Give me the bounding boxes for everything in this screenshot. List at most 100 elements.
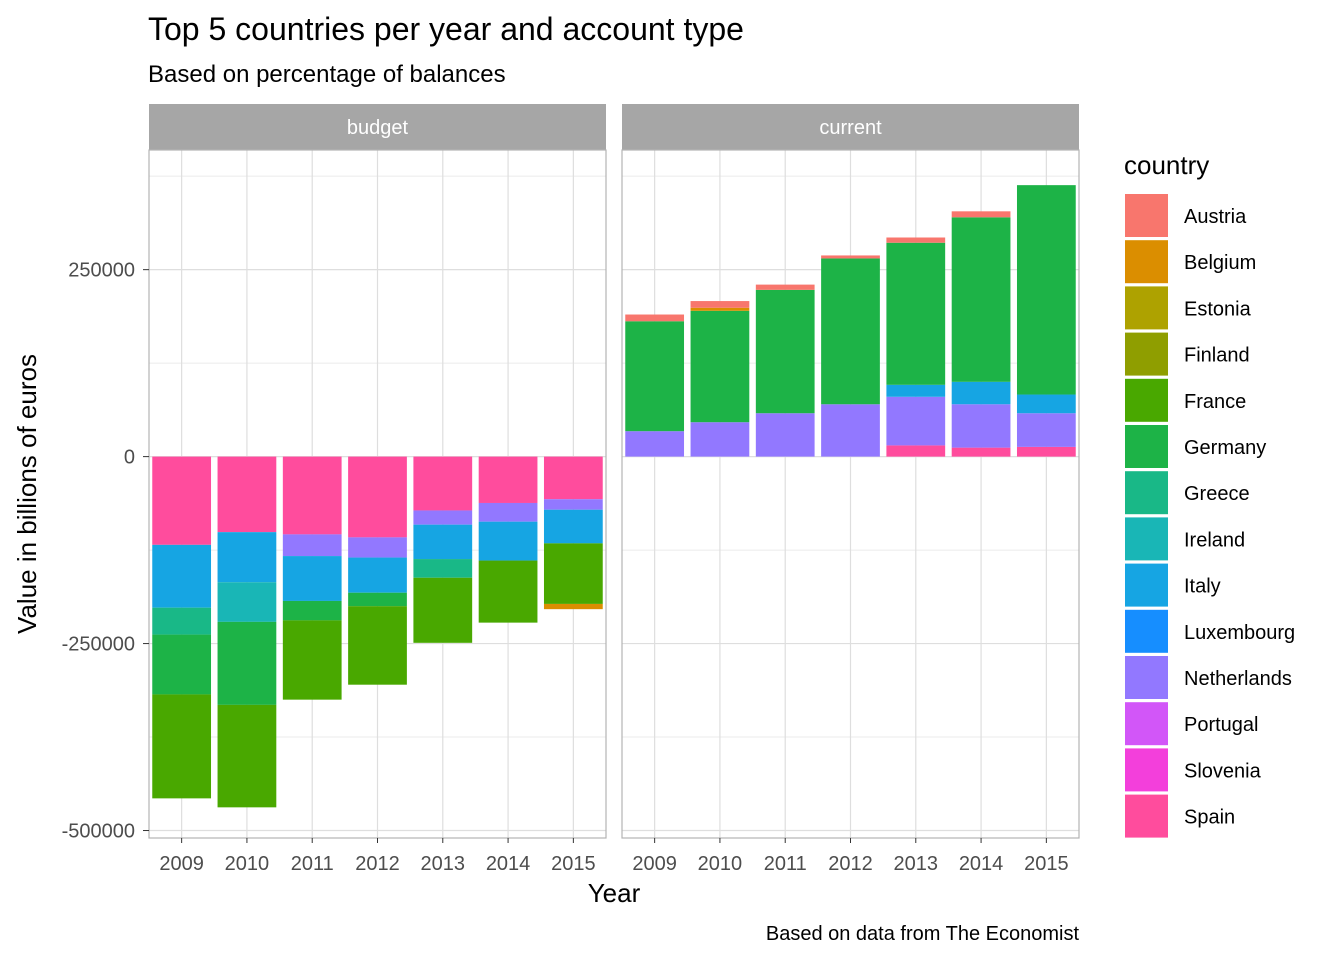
bar-segment-greece-2013 bbox=[413, 559, 473, 578]
bar-segment-italy-2013 bbox=[413, 524, 473, 560]
bar-segment-italy-2015 bbox=[1016, 394, 1076, 414]
chart-title: Top 5 countries per year and account typ… bbox=[148, 11, 744, 47]
bar-segment-ireland-2010 bbox=[217, 582, 277, 622]
legend-label: Belgium bbox=[1184, 252, 1256, 274]
x-tick-label: 2012 bbox=[355, 853, 400, 875]
legend-swatch bbox=[1125, 286, 1168, 330]
x-axis-title: Year bbox=[588, 878, 641, 908]
legend-swatch bbox=[1125, 240, 1168, 284]
legend-swatch bbox=[1125, 656, 1168, 699]
bar-segment-austria-2012 bbox=[821, 255, 880, 259]
bar-segment-spain-2014 bbox=[951, 447, 1011, 457]
bar-segment-italy-2013 bbox=[886, 384, 946, 397]
x-tick-label: 2015 bbox=[1024, 853, 1069, 875]
strip-label: budget bbox=[347, 117, 409, 139]
legend-label: Finland bbox=[1184, 345, 1250, 367]
legend-swatch bbox=[1125, 563, 1168, 607]
strip-label: current bbox=[819, 117, 882, 139]
bar-segment-germany-2010 bbox=[690, 310, 750, 423]
legend-item-estonia: Estonia bbox=[1125, 286, 1252, 330]
bar-segment-germany-2015 bbox=[1016, 185, 1076, 395]
legend-swatch bbox=[1125, 378, 1168, 422]
bar-segment-austria-2014 bbox=[951, 211, 1011, 218]
legend-item-france: France bbox=[1125, 378, 1246, 422]
chart-subtitle: Based on percentage of balances bbox=[148, 61, 506, 88]
bar-segment-austria-2010 bbox=[690, 301, 750, 308]
legend-label: Greece bbox=[1184, 483, 1250, 505]
bar-segment-france-2014 bbox=[478, 560, 538, 623]
bar-segment-italy-2009 bbox=[152, 544, 212, 608]
bar-segment-austria-2011 bbox=[755, 284, 815, 290]
bar-segment-france-2015 bbox=[543, 543, 603, 604]
bar-segment-netherlands-2012 bbox=[348, 537, 407, 558]
strip-current bbox=[622, 104, 1079, 150]
bar-segment-germany-2011 bbox=[755, 289, 815, 414]
x-tick-label: 2009 bbox=[159, 853, 204, 875]
y-tick-label: 0 bbox=[124, 447, 135, 469]
bar-segment-spain-2012 bbox=[348, 456, 407, 538]
legend-label: Ireland bbox=[1184, 529, 1245, 551]
legend-label: Austria bbox=[1184, 206, 1247, 228]
bar-segment-germany-2011 bbox=[282, 600, 342, 621]
legend-swatch bbox=[1125, 609, 1168, 653]
bar-segment-italy-2010 bbox=[217, 532, 277, 583]
bar-segment-italy-2011 bbox=[282, 556, 342, 601]
x-tick-label: 2014 bbox=[486, 853, 531, 875]
bar-segment-italy-2012 bbox=[348, 557, 407, 593]
bar-segment-belgium-2010 bbox=[690, 307, 750, 311]
y-axis-ticks: -500000 -250000 0 250000 bbox=[62, 260, 149, 843]
bar-segment-netherlands-2009 bbox=[625, 431, 685, 457]
legend-label: Netherlands bbox=[1184, 668, 1292, 690]
x-tick-label: 2013 bbox=[421, 853, 466, 875]
bar-segment-france-2009 bbox=[152, 694, 212, 799]
bar-segment-spain-2015 bbox=[543, 456, 603, 500]
legend-label: Slovenia bbox=[1184, 760, 1262, 782]
bar-segment-germany-2013 bbox=[886, 242, 946, 385]
legend-item-slovenia: Slovenia bbox=[1125, 748, 1262, 792]
bar-segment-france-2011 bbox=[282, 620, 342, 700]
bar-segment-netherlands-2013 bbox=[413, 510, 473, 525]
bar-segment-germany-2014 bbox=[951, 217, 1011, 382]
legend-swatch bbox=[1125, 194, 1168, 237]
bar-segment-netherlands-2015 bbox=[543, 499, 603, 510]
bar-segment-netherlands-2012 bbox=[821, 404, 880, 457]
y-tick-label: 250000 bbox=[68, 260, 135, 282]
bar-segment-netherlands-2013 bbox=[886, 396, 946, 446]
bar-segment-spain-2011 bbox=[282, 456, 342, 535]
y-tick-label: -250000 bbox=[62, 634, 135, 656]
legend-swatch bbox=[1125, 332, 1168, 376]
bar-segment-netherlands-2014 bbox=[478, 502, 538, 522]
bar-segment-spain-2014 bbox=[478, 456, 538, 503]
panel-current: current 2009 2010 2011 2012 2013 2014 2015 bbox=[621, 104, 1080, 875]
bar-segment-germany-2012 bbox=[821, 258, 880, 405]
x-tick-label: 2014 bbox=[959, 853, 1004, 875]
x-tick-label: 2013 bbox=[894, 853, 939, 875]
legend-swatch bbox=[1125, 517, 1168, 561]
bar-segment-austria-2013 bbox=[886, 237, 946, 243]
bar-segment-spain-2009 bbox=[152, 456, 212, 545]
legend-item-portugal: Portugal bbox=[1125, 702, 1259, 746]
legend-item-austria: Austria bbox=[1125, 194, 1247, 237]
legend-item-italy: Italy bbox=[1125, 563, 1221, 607]
bar-segment-netherlands-2015 bbox=[1016, 413, 1076, 447]
y-axis-title: Value in billions of euros bbox=[12, 354, 42, 634]
y-tick-label: -500000 bbox=[62, 821, 135, 843]
legend-title: country bbox=[1124, 150, 1209, 180]
bar-segment-netherlands-2011 bbox=[755, 413, 815, 457]
x-tick-label: 2015 bbox=[551, 853, 596, 875]
bar-segment-greece-2009 bbox=[152, 607, 212, 635]
bar-segment-germany-2009 bbox=[625, 321, 685, 432]
bar-segment-netherlands-2014 bbox=[951, 404, 1011, 448]
legend-label: Germany bbox=[1184, 437, 1266, 459]
bar-segment-spain-2010 bbox=[217, 456, 277, 533]
legend: Austria Belgium Estonia Finland France German… bbox=[1125, 194, 1295, 838]
legend-item-ireland: Ireland bbox=[1125, 517, 1245, 561]
bar-segment-france-2012 bbox=[348, 606, 407, 685]
legend-label: Spain bbox=[1184, 807, 1235, 829]
bar-segment-germany-2009 bbox=[152, 634, 212, 695]
bar-segment-spain-2013 bbox=[413, 456, 473, 511]
legend-swatch bbox=[1125, 702, 1168, 746]
legend-label: Italy bbox=[1184, 576, 1221, 598]
